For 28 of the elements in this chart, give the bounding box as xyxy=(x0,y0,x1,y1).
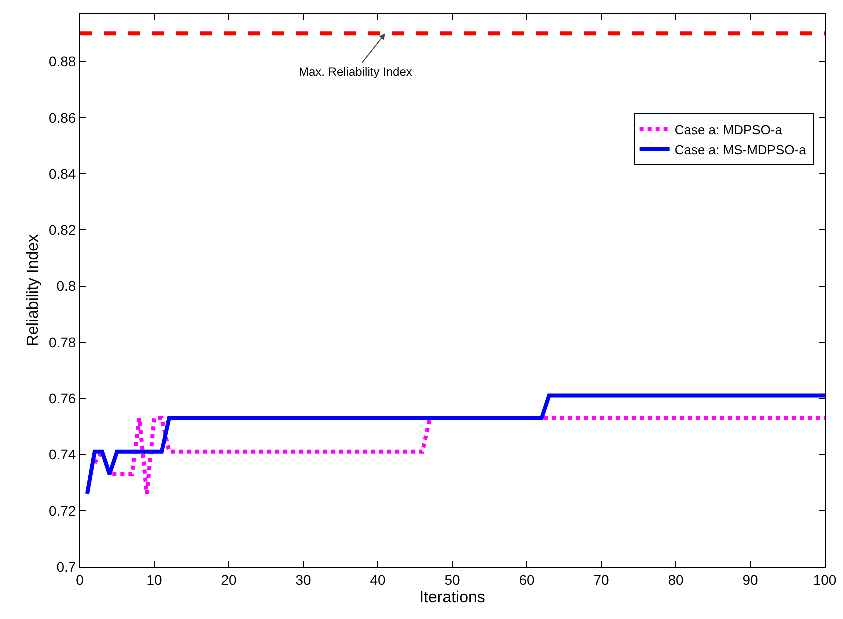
x-tick-label: 0 xyxy=(76,572,84,588)
x-axis-title: Iterations xyxy=(420,590,486,606)
x-tick-label: 30 xyxy=(296,572,312,588)
legend-label: Case a: MDPSO-a xyxy=(674,122,784,138)
y-tick-label: 0.76 xyxy=(48,390,76,406)
y-tick-label: 0.72 xyxy=(48,502,76,519)
y-tick-label: 0.86 xyxy=(48,110,76,126)
y-tick-label: 0.84 xyxy=(48,166,76,182)
x-tick-label: 90 xyxy=(742,572,758,588)
x-tick-label: 100 xyxy=(813,572,837,588)
x-tick-label: 50 xyxy=(444,572,460,588)
y-tick-label: 0.82 xyxy=(48,222,76,238)
y-tick-label: 0.78 xyxy=(48,334,76,350)
annotation: Max. Reliability Index xyxy=(299,65,412,79)
line-series xyxy=(92,416,825,496)
x-tick-label: 80 xyxy=(668,572,684,588)
x-tick-label: 60 xyxy=(519,572,535,588)
y-tick-label: 0.88 xyxy=(48,54,76,70)
x-tick-label: 70 xyxy=(594,572,610,588)
y-tick-label: 0.74 xyxy=(48,446,76,463)
y-tick-label: 0.7 xyxy=(56,558,76,575)
y-tick-label: 0.8 xyxy=(56,278,76,294)
line-series xyxy=(85,394,825,496)
x-tick-label: 10 xyxy=(146,572,162,588)
y-axis-title: Reliability Index xyxy=(25,234,42,347)
legend-label: Case a: MS-MDPSO-a xyxy=(674,142,808,158)
x-tick-label: 40 xyxy=(370,572,386,588)
x-tick-label: 20 xyxy=(221,572,237,588)
